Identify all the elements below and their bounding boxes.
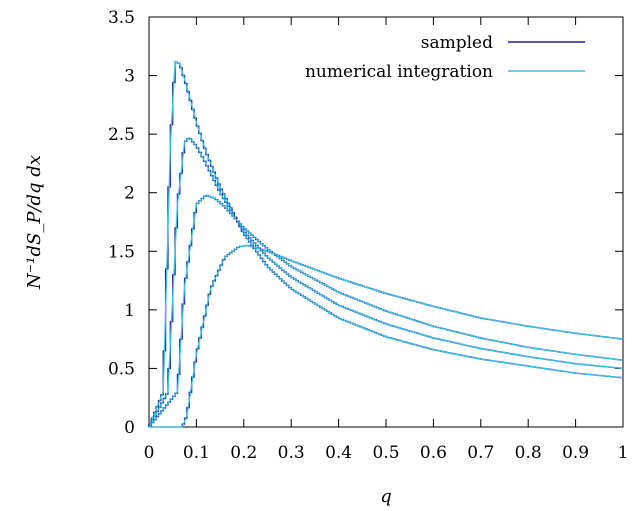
y-tick-label: 0.5: [108, 359, 135, 379]
x-tick-label: 0.6: [420, 443, 447, 463]
series-sampled: [148, 138, 623, 427]
x-tick-label: 1: [618, 443, 629, 463]
y-tick-label: 0: [124, 418, 135, 438]
legend-label-sampled: sampled: [421, 33, 493, 53]
series-numerical-integration: [148, 136, 624, 428]
x-tick-label: 0.7: [467, 443, 494, 463]
legend: sampled numerical integration: [305, 33, 585, 82]
x-tick-label: 0: [144, 443, 155, 463]
x-tick-label: 0.9: [562, 443, 589, 463]
y-axis-label: N⁻¹dS_P/dq dx: [24, 155, 45, 290]
x-tick-label: 0.1: [183, 443, 210, 463]
series-numerical-integration: [148, 194, 624, 428]
x-tick-label: 0.2: [230, 443, 257, 463]
y-tick-label: 1.5: [108, 242, 135, 262]
x-tick-label: 0.5: [372, 443, 399, 463]
x-axis-label: q: [380, 486, 392, 507]
x-tick-label: 0.3: [278, 443, 305, 463]
y-tick-label: 3.5: [108, 8, 135, 28]
series-layer: [148, 60, 624, 428]
y-axis: 0 0.5 1 1.5 2 2.5 3 3.5: [108, 8, 623, 438]
legend-label-numerical-integration: numerical integration: [305, 62, 493, 82]
y-tick-label: 2: [124, 184, 135, 204]
x-tick-label: 0.8: [515, 443, 542, 463]
series-numerical-integration: [148, 60, 624, 428]
x-tick-label: 0.4: [325, 443, 352, 463]
x-axis: 0 0.1 0.2 0.3 0.4 0.5 0.6 0.7 0.8 0.9 1: [144, 17, 629, 463]
series-numerical-integration: [149, 244, 624, 428]
series-sampled: [148, 61, 623, 427]
y-tick-label: 3: [124, 67, 135, 87]
y-tick-label: 1: [124, 301, 135, 321]
y-tick-label: 2.5: [108, 125, 135, 145]
